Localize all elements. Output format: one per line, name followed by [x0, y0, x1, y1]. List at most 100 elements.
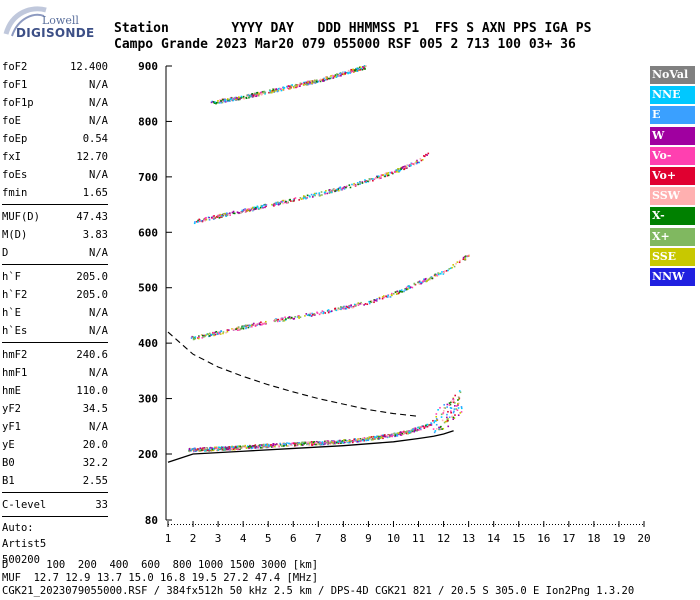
echo-point	[259, 206, 262, 209]
echo-point	[222, 331, 225, 333]
echo-point	[226, 99, 229, 102]
echo-point	[292, 318, 295, 320]
echo-point	[234, 448, 236, 451]
x-axis-dot	[333, 524, 334, 525]
echo-point	[396, 434, 398, 436]
echo-point	[226, 330, 229, 333]
echo-point	[366, 439, 369, 441]
echo-point	[455, 405, 458, 407]
echo-point	[368, 302, 371, 305]
x-axis-dot	[336, 524, 337, 525]
x-axis-dot	[231, 524, 232, 525]
echo-point	[387, 434, 390, 437]
echo-point	[423, 427, 426, 429]
echo-point	[225, 212, 228, 215]
echo-point	[399, 431, 402, 433]
divider	[2, 492, 108, 493]
echo-point	[382, 295, 385, 297]
echo-point	[315, 80, 318, 83]
echo-point	[440, 416, 443, 418]
echo-point	[384, 172, 387, 175]
echo-point	[315, 192, 318, 195]
echo-point	[360, 303, 363, 305]
echo-point	[259, 92, 262, 94]
echo-point	[332, 442, 335, 445]
echo-point	[254, 208, 256, 210]
echo-point	[448, 416, 451, 419]
echo-point	[212, 215, 215, 218]
echo-point	[355, 67, 358, 70]
echo-point	[407, 285, 409, 288]
echo-point	[460, 411, 463, 413]
echo-point	[285, 200, 287, 203]
echo-point	[274, 204, 276, 206]
echo-point	[354, 305, 357, 307]
echo-point	[228, 446, 230, 448]
echo-point	[191, 335, 194, 338]
echo-point	[328, 191, 331, 193]
echo-point	[359, 66, 362, 68]
echo-point	[454, 402, 456, 404]
echo-point	[208, 335, 211, 337]
echo-point	[345, 185, 348, 188]
echo-point	[216, 333, 219, 335]
echo-point	[303, 83, 305, 86]
echo-point	[246, 325, 249, 328]
param-value: 20.0	[82, 439, 108, 451]
echo-point	[384, 434, 386, 436]
echo-point	[456, 402, 459, 405]
echo-point	[417, 427, 419, 429]
echo-point	[241, 209, 244, 212]
true-height-profile-line	[167, 430, 454, 463]
echo-point	[443, 271, 445, 273]
param-name: B1	[2, 475, 15, 487]
x-axis-dot	[300, 524, 301, 525]
x-axis-dot	[453, 524, 454, 525]
echo-point	[206, 449, 209, 452]
echo-point	[203, 447, 206, 449]
x-axis-dot	[609, 524, 610, 525]
echo-point	[294, 442, 296, 444]
echo-point	[338, 73, 341, 76]
echo-point	[386, 435, 388, 438]
echo-point	[275, 203, 278, 205]
echo-point	[449, 267, 452, 270]
echo-point	[225, 215, 228, 217]
echo-point	[252, 322, 255, 325]
x-tick-label: 10	[387, 532, 400, 545]
echo-point	[214, 333, 217, 336]
echo-point	[431, 277, 434, 280]
legend-item: Vo-	[650, 146, 695, 165]
echo-point	[290, 200, 292, 202]
echo-point	[277, 444, 280, 447]
echo-point	[252, 445, 255, 447]
echo-point	[374, 438, 376, 440]
echo-point	[294, 444, 296, 446]
echo-point	[322, 311, 325, 313]
echo-point	[460, 406, 463, 408]
echo-point	[263, 443, 266, 446]
echo-point	[393, 432, 395, 435]
echo-point	[217, 100, 219, 102]
legend-item: E	[650, 106, 695, 125]
x-axis-dot	[345, 524, 346, 525]
echo-point	[249, 445, 251, 447]
echo-point	[218, 102, 221, 104]
param-row: foE N/A	[2, 112, 108, 130]
x-axis-dot	[204, 524, 205, 525]
echo-point	[358, 440, 360, 442]
echo-point	[434, 430, 437, 432]
echo-point	[351, 183, 353, 186]
echo-point	[304, 196, 307, 199]
echo-point	[251, 206, 254, 209]
echo-point	[342, 187, 345, 189]
echo-point	[379, 437, 382, 439]
x-axis-dot	[516, 524, 517, 525]
x-tick-label: 12	[437, 532, 450, 545]
echo-point	[339, 74, 341, 77]
echo-point	[364, 68, 366, 70]
echo-point	[258, 323, 261, 325]
echo-point	[235, 328, 237, 330]
echo-point	[432, 419, 434, 422]
echo-point	[386, 173, 389, 175]
